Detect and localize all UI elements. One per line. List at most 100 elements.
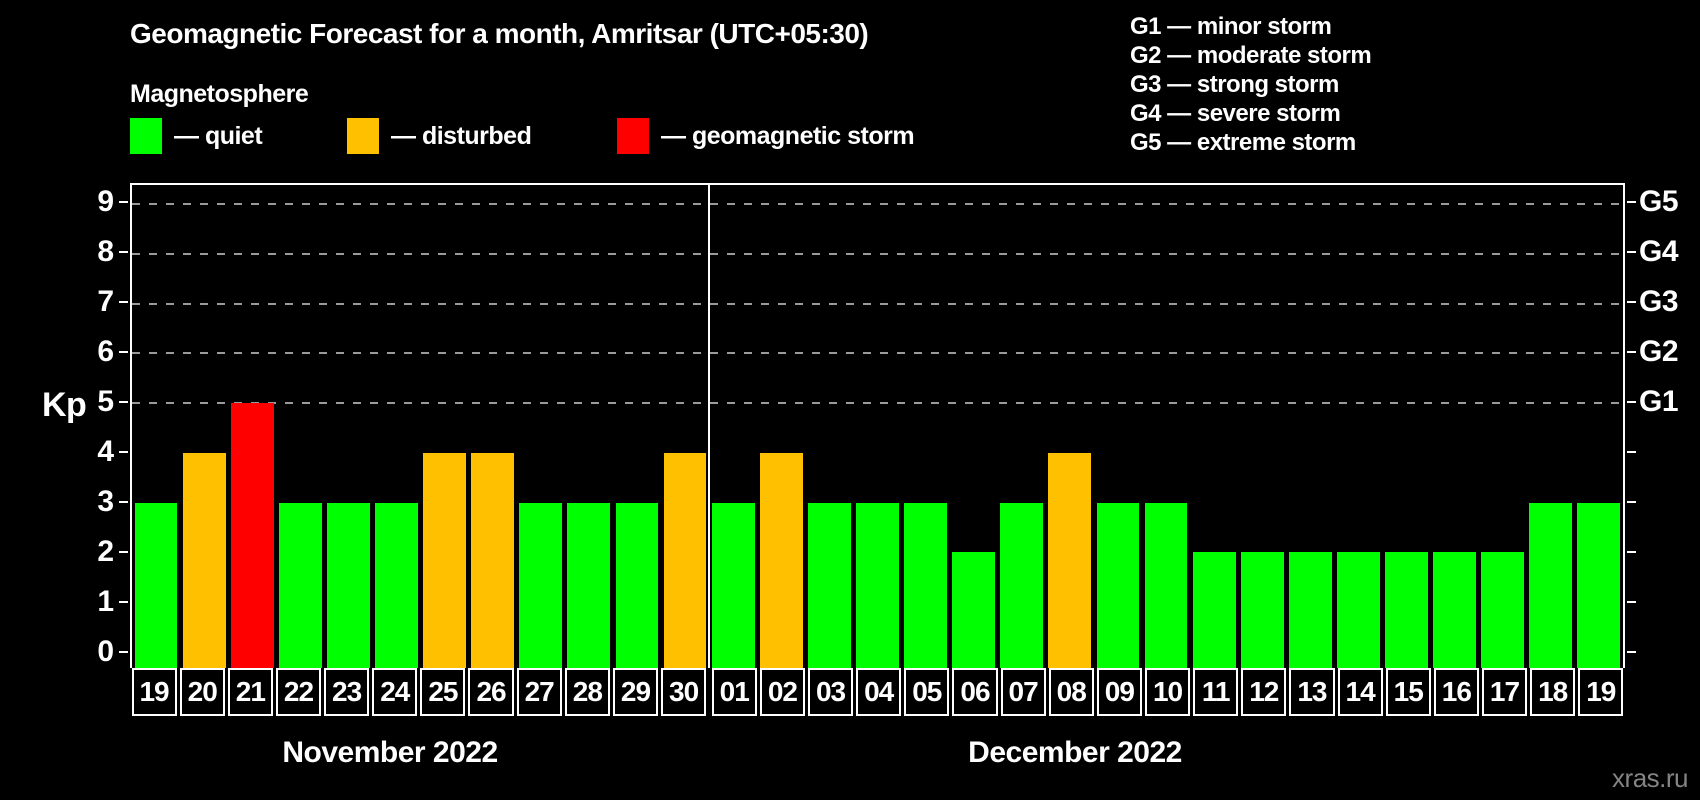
date-label-21: 21 xyxy=(227,668,273,716)
date-slot: 07 xyxy=(999,668,1047,716)
bars-container xyxy=(132,185,1623,668)
g4-legend-line: G4 — severe storm xyxy=(1130,100,1341,127)
kp-bar-03 xyxy=(807,502,851,668)
month-label-november: November 2022 xyxy=(282,736,498,769)
bar-slot xyxy=(998,185,1046,668)
date-label-29: 29 xyxy=(612,668,659,716)
date-label-17: 17 xyxy=(1481,668,1528,716)
right-tick-kp-7 xyxy=(1627,301,1636,303)
bar-slot xyxy=(1190,185,1238,668)
kp-bar-19 xyxy=(134,502,178,668)
date-slot: 26 xyxy=(467,668,515,716)
kp-bar-27 xyxy=(519,502,563,668)
bar-slot xyxy=(805,185,853,668)
date-slot: 13 xyxy=(1288,668,1336,716)
kp-bar-01 xyxy=(711,502,755,668)
kp-bar-22 xyxy=(278,502,322,668)
kp-bar-21 xyxy=(230,403,274,668)
g-scale-legend: G1 — minor storm G2 — moderate storm G3 … xyxy=(1130,12,1372,157)
bar-slot xyxy=(1142,185,1190,668)
bar-slot xyxy=(276,185,324,668)
right-tick-kp-0 xyxy=(1627,651,1636,653)
g-axis-label-g5: G5 xyxy=(1639,185,1679,218)
date-label-08: 08 xyxy=(1048,668,1094,716)
date-label-30: 30 xyxy=(661,668,707,716)
gridline-kp-9 xyxy=(132,202,1623,205)
date-label-09: 09 xyxy=(1096,668,1142,716)
legend-item-disturbed: — disturbed xyxy=(347,118,532,154)
month-divider-line xyxy=(708,185,711,668)
kp-bar-23 xyxy=(327,502,370,668)
bar-slot xyxy=(565,185,613,668)
legend-item-storm: — geomagnetic storm xyxy=(617,118,915,154)
y-axis-label-9: 9 xyxy=(97,185,114,218)
date-slot: 18 xyxy=(1529,668,1577,716)
bar-slot xyxy=(469,185,517,668)
date-label-27: 27 xyxy=(516,668,562,716)
disturbed-color-swatch xyxy=(347,118,379,154)
date-slot: 11 xyxy=(1192,668,1240,716)
date-label-25: 25 xyxy=(420,668,466,716)
bar-slot xyxy=(180,185,228,668)
kp-bar-17 xyxy=(1481,552,1525,668)
kp-bar-28 xyxy=(567,502,611,668)
date-label-05: 05 xyxy=(904,668,950,716)
date-slot: 17 xyxy=(1480,668,1528,716)
date-slot: 30 xyxy=(660,668,708,716)
y-axis-label-1: 1 xyxy=(97,585,114,618)
left-tick-kp-5 xyxy=(119,401,128,404)
plot-area xyxy=(130,183,1625,668)
left-tick-kp-0 xyxy=(119,651,128,653)
g5-legend-line: G5 — extreme storm xyxy=(1130,129,1356,156)
bar-slot xyxy=(517,185,565,668)
date-label-19: 19 xyxy=(131,668,177,716)
date-label-13: 13 xyxy=(1289,668,1335,716)
date-label-18: 18 xyxy=(1530,668,1576,716)
bar-slot xyxy=(324,185,372,668)
date-slot: 28 xyxy=(563,668,611,716)
kp-bar-08 xyxy=(1048,452,1092,668)
legend-item-quiet: — quiet xyxy=(130,118,263,154)
g1-legend-line: G1 — minor storm xyxy=(1130,13,1332,40)
right-tick-kp-1 xyxy=(1627,601,1636,603)
g-axis-label-g3: G3 xyxy=(1639,285,1679,318)
date-label-28: 28 xyxy=(564,668,610,716)
bar-slot xyxy=(1094,185,1142,668)
right-tick-kp-6 xyxy=(1627,351,1636,353)
legend-storm-label: — geomagnetic storm xyxy=(661,121,915,150)
date-label-22: 22 xyxy=(275,668,322,716)
kp-bar-11 xyxy=(1192,552,1236,668)
date-label-16: 16 xyxy=(1433,668,1479,716)
date-slot: 15 xyxy=(1384,668,1432,716)
month-label-december: December 2022 xyxy=(968,736,1182,769)
kp-bar-02 xyxy=(759,452,803,668)
right-tick-kp-4 xyxy=(1627,451,1636,453)
left-tick-kp-9 xyxy=(119,201,128,203)
g3-legend-line: G3 — strong storm xyxy=(1130,71,1339,98)
date-slot: 04 xyxy=(855,668,903,716)
bar-slot xyxy=(228,185,276,668)
date-slot: 02 xyxy=(758,668,806,716)
kp-bar-13 xyxy=(1288,552,1332,668)
date-slot: 05 xyxy=(903,668,951,716)
date-slot: 16 xyxy=(1432,668,1480,716)
bar-slot xyxy=(1431,185,1479,668)
g-axis-label-g4: G4 xyxy=(1639,235,1679,268)
date-label-03: 03 xyxy=(807,668,854,716)
right-tick-kp-3 xyxy=(1627,501,1636,504)
gridline-kp-7 xyxy=(132,302,1623,305)
y-axis-label-7: 7 xyxy=(97,285,114,318)
kp-bar-20 xyxy=(182,452,226,668)
date-slot: 25 xyxy=(419,668,467,716)
date-slot: 23 xyxy=(323,668,371,716)
date-label-15: 15 xyxy=(1385,668,1431,716)
bar-slot xyxy=(1575,185,1623,668)
bar-slot xyxy=(1286,185,1334,668)
date-slot: 01 xyxy=(708,668,759,716)
date-label-24: 24 xyxy=(372,668,418,716)
kp-bar-07 xyxy=(1000,502,1044,668)
bar-slot xyxy=(1479,185,1527,668)
kp-bar-29 xyxy=(615,502,659,668)
date-slot: 03 xyxy=(806,668,854,716)
date-label-19: 19 xyxy=(1578,668,1624,716)
